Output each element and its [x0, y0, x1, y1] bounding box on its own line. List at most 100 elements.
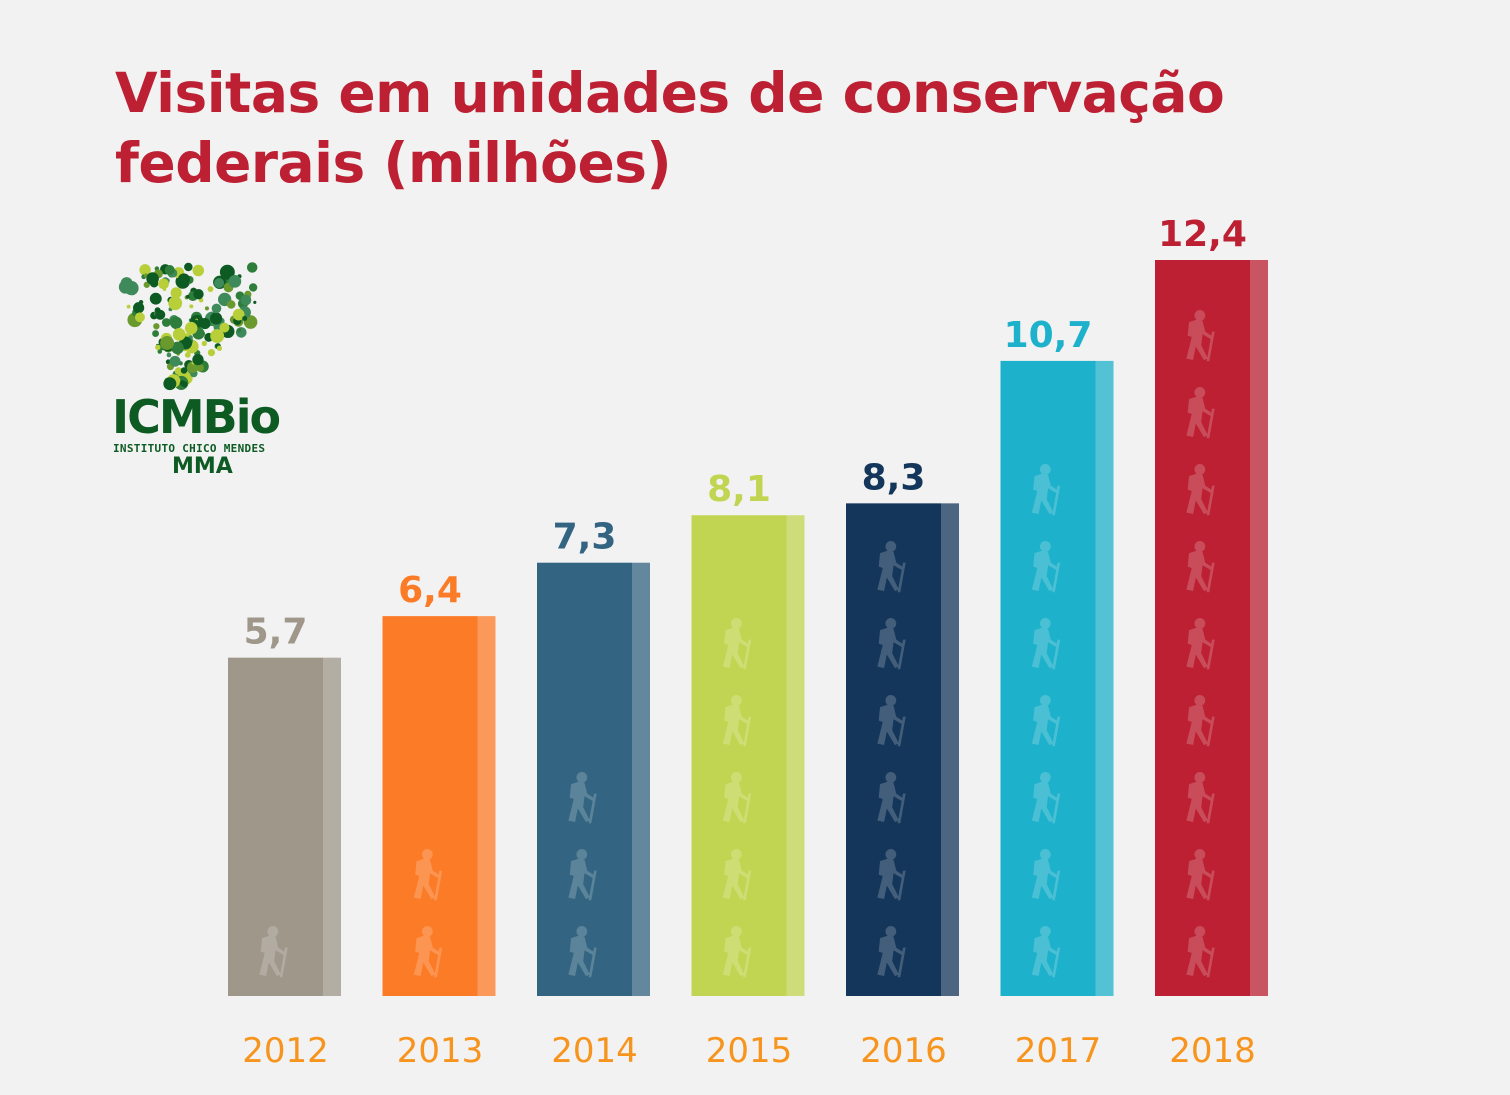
logo-dot: [146, 272, 159, 285]
logo-ministry: MMA: [172, 454, 233, 479]
logo-dot: [242, 316, 248, 322]
hiker-icon: [877, 541, 906, 593]
logo-dot: [155, 309, 166, 320]
bar-highlight-2014: [632, 562, 650, 996]
bar-highlight-2017: [1095, 360, 1114, 997]
hiker-icon: [1031, 695, 1061, 747]
bar-2013: [382, 616, 478, 996]
logo-dot: [153, 323, 160, 330]
logo-dot: [228, 274, 242, 288]
logo-dot: [160, 335, 175, 350]
logo-dot: [211, 303, 222, 314]
logo-dot: [132, 302, 145, 314]
x-tick-label-2016: 2016: [860, 1031, 947, 1071]
hiker-icon: [568, 926, 597, 978]
hiker-icon: [1186, 926, 1215, 978]
bar-group-2012: 5,7 2012: [228, 612, 341, 1071]
logo-dot: [134, 312, 145, 323]
logo-wordmark: ICMBio: [112, 390, 281, 444]
logo-dot: [189, 304, 194, 309]
logo-dot: [210, 312, 223, 325]
bar-2012: [228, 657, 323, 996]
hiker-icon: [1186, 618, 1215, 670]
logo-dot: [210, 329, 225, 343]
logo-dot: [192, 353, 204, 366]
value-label-2015: 8,1: [707, 469, 771, 510]
logo-dot: [157, 349, 163, 354]
value-label-2014: 7,3: [553, 517, 617, 558]
logo-dot: [204, 306, 210, 311]
x-tick-label-2013: 2013: [397, 1031, 484, 1071]
hiker-icon: [568, 772, 597, 824]
x-tick-label-2014: 2014: [551, 1031, 638, 1071]
hiker-icon: [877, 695, 906, 747]
logo-dot: [207, 286, 214, 292]
logo-dot: [177, 273, 190, 286]
logo-dot: [216, 345, 223, 351]
bar-group-2013: 6,4 2013: [382, 570, 496, 1071]
hiker-icon: [1031, 541, 1061, 593]
logo-dot: [219, 322, 230, 333]
hiker-icon: [1186, 464, 1215, 516]
bar-2017: [1000, 360, 1096, 997]
x-tick-label-2018: 2018: [1169, 1031, 1256, 1071]
logo-dot: [172, 328, 186, 341]
hiker-icon: [1186, 310, 1215, 362]
value-label-2016: 8,3: [862, 457, 926, 498]
logo-dot: [199, 318, 211, 330]
logo-dot: [226, 300, 236, 309]
hiker-icon: [722, 695, 752, 747]
value-label-2018: 12,4: [1158, 214, 1247, 255]
logo-dot: [246, 262, 258, 273]
logo-dot: [138, 299, 144, 305]
logo-dot: [149, 292, 162, 305]
bar-highlight-2018: [1250, 260, 1268, 996]
bar-2014: [537, 562, 632, 996]
x-tick-label-2012: 2012: [242, 1031, 329, 1071]
hiker-icon: [1031, 926, 1061, 978]
logo-dot: [161, 318, 171, 327]
x-tick-label-2017: 2017: [1015, 1031, 1102, 1071]
logo-dot: [235, 327, 247, 338]
logo-dot: [168, 296, 183, 311]
bar-group-2015: 8,1 2015: [691, 469, 805, 1071]
logo-dot: [170, 287, 182, 299]
hiker-icon: [1186, 541, 1215, 593]
logo-dot: [180, 367, 188, 374]
hiker-icon: [413, 926, 443, 978]
hiker-icon: [1186, 849, 1215, 901]
hiker-icon: [722, 849, 752, 901]
hiker-icon: [877, 618, 906, 670]
bar-group-2017: 10,7 2017: [1000, 315, 1114, 1071]
logo-dot: [219, 264, 235, 280]
logo-dot: [155, 344, 161, 351]
hiker-icon: [722, 772, 752, 824]
bar-highlight-2016: [941, 503, 959, 996]
hiker-icon: [1031, 464, 1061, 516]
logo-dot: [201, 340, 207, 347]
bar-group-2014: 7,3 2014: [537, 517, 650, 1071]
logo-subtitle: INSTITUTO CHICO MENDES: [113, 442, 266, 455]
logo-dot: [139, 264, 151, 276]
logo-dot: [240, 294, 252, 306]
bar-2015: [691, 515, 787, 996]
logo-dot: [120, 277, 133, 290]
hiker-icon: [877, 772, 906, 824]
chart-title: Visitas em unidades de conservação feder…: [115, 61, 1225, 195]
logo-dot: [184, 352, 191, 358]
logo-dot: [163, 377, 177, 391]
hiker-icon: [259, 926, 288, 978]
bar-highlight-2013: [477, 616, 496, 996]
bar-highlight-2015: [786, 515, 805, 996]
logo-dot: [253, 300, 257, 304]
hiker-icon: [722, 926, 752, 978]
logo-dot: [237, 328, 242, 333]
logo-dot: [196, 363, 204, 372]
bar-2018: [1155, 260, 1250, 996]
logo-dot: [193, 289, 204, 300]
logo-dot: [174, 367, 183, 375]
logo-dot: [207, 348, 216, 357]
hiker-icon: [722, 618, 752, 670]
hiker-icon: [1031, 772, 1061, 824]
logo-dot: [248, 283, 258, 292]
